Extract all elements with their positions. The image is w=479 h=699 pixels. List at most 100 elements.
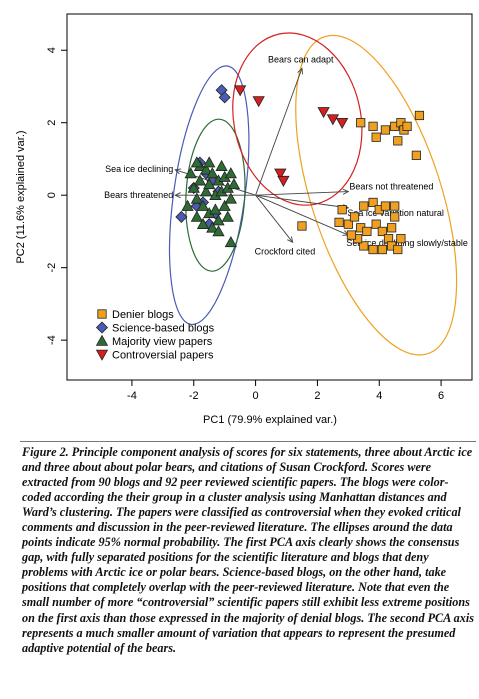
denier-blogs-point <box>380 125 391 135</box>
legend-label: Majority view papers <box>112 336 213 348</box>
majority-view-papers-point <box>181 199 194 211</box>
loading-arrow <box>255 194 349 209</box>
denier-blogs-point <box>377 244 387 255</box>
x-tick-label: -2 <box>189 390 199 402</box>
loading-arrow <box>255 68 303 196</box>
majority-view-papers-point <box>224 236 237 248</box>
y-tick-label: 2 <box>46 120 58 126</box>
denier-blogs-point <box>377 226 387 237</box>
controversial-papers-point <box>336 117 349 129</box>
denier-blogs-point <box>390 201 400 211</box>
ellipse-denier-blogs <box>295 34 458 356</box>
majority-view-papers-point <box>215 159 228 171</box>
denier-blogs-point <box>402 121 412 131</box>
loading-arrow <box>255 194 349 236</box>
data-points <box>175 84 425 255</box>
majority-view-papers-point <box>199 185 213 197</box>
denier-blogs-point <box>387 223 397 233</box>
arrow-head <box>174 168 182 175</box>
legend-marker <box>97 309 107 319</box>
pca-figure: Bears can adapt Sea ice declining Bears th… <box>15 13 473 426</box>
arrow-label: Bears threatened <box>104 190 173 200</box>
controversial-papers-point <box>274 168 287 180</box>
controversial-papers-point <box>233 85 247 97</box>
arrow-label: Bears not threatened <box>349 182 433 192</box>
legend-label: Science-based blogs <box>112 323 215 335</box>
ellipse-majority-view-papers <box>185 118 246 272</box>
loading-arrow <box>255 191 349 196</box>
arrow-head <box>297 67 304 75</box>
science-based-blogs-point <box>218 91 231 104</box>
legend-label: Controversial papers <box>112 350 214 362</box>
majority-view-papers-point <box>184 167 197 179</box>
x-tick-label: 4 <box>376 390 382 402</box>
majority-view-papers-point <box>212 214 225 226</box>
majority-view-papers-point <box>199 163 213 175</box>
denier-blogs-point <box>390 212 400 222</box>
majority-view-papers-point <box>206 167 219 179</box>
denier-blogs-point <box>393 136 403 146</box>
y-tick-label: 0 <box>46 192 58 198</box>
loading-arrow <box>255 194 294 243</box>
controversial-papers-point <box>317 107 330 119</box>
majority-view-papers-point <box>190 156 203 168</box>
majority-view-papers-point <box>203 178 216 190</box>
arrow-label: Crockford cited <box>255 246 316 256</box>
majority-view-papers-point <box>224 192 237 204</box>
majority-view-papers-point <box>209 203 222 215</box>
denier-blogs-point <box>297 221 307 231</box>
denier-blogs-point <box>414 110 425 121</box>
caption-divider <box>20 441 476 442</box>
x-tick-label: 2 <box>314 390 320 402</box>
y-tick-label: -2 <box>46 263 58 273</box>
majority-view-papers-point <box>193 174 207 186</box>
majority-view-papers-point <box>227 178 241 190</box>
majority-view-papers-point <box>224 167 237 179</box>
denier-blogs-point <box>362 226 372 237</box>
arrow-label: Sea ice declining slowly/stable <box>346 238 468 248</box>
denier-blogs-point <box>393 244 403 255</box>
denier-blogs-point <box>359 241 369 251</box>
arrow-label: Sea ice declining <box>105 164 173 174</box>
legend-marker <box>95 321 109 334</box>
legend-label: Denier blogs <box>112 309 174 321</box>
denier-blogs-point <box>368 244 378 255</box>
legend-marker <box>95 334 109 346</box>
figure-caption: Figure 2. Principle component analysis o… <box>22 445 474 655</box>
arrow-head <box>287 236 294 244</box>
arrow-head <box>174 192 181 199</box>
denier-blogs-point <box>368 121 378 131</box>
denier-blogs-point <box>380 201 391 211</box>
confidence-ellipses <box>169 32 458 356</box>
denier-blogs-point <box>349 212 360 222</box>
denier-blogs-point <box>337 205 347 215</box>
majority-view-papers-point <box>190 210 203 222</box>
x-tick-label: 6 <box>438 390 444 402</box>
majority-view-papers-point <box>203 156 216 168</box>
majority-view-papers-point <box>221 210 234 222</box>
y-axis-label: PC2 (11.6% explained var.) <box>15 130 27 263</box>
majority-view-papers-point <box>190 192 203 204</box>
controversial-papers-point <box>326 114 340 126</box>
arrow-label: Bears can adapt <box>268 54 334 64</box>
denier-blogs-point <box>334 217 344 227</box>
x-tick-label: -4 <box>127 390 137 402</box>
x-tick-label: 0 <box>253 390 259 402</box>
denier-blogs-point <box>371 219 381 229</box>
denier-blogs-point <box>368 197 378 208</box>
legend-marker <box>95 349 109 361</box>
arrow-head <box>342 188 350 195</box>
majority-view-papers-point <box>187 181 200 193</box>
denier-blogs-point <box>343 219 353 229</box>
denier-blogs-point <box>371 132 381 142</box>
controversial-papers-point <box>252 96 265 108</box>
y-tick-label: 4 <box>46 47 58 53</box>
majority-view-papers-point <box>196 217 210 229</box>
axes: -4 -2 0 2 4 6 -4 -2 0 2 4 <box>46 47 444 402</box>
x-axis-label: PC1 (79.9% explained var.) <box>203 414 337 426</box>
plot-frame <box>66 13 473 381</box>
controversial-papers-point <box>277 175 290 187</box>
denier-blogs-point <box>346 230 357 240</box>
legend: Denier blogs Science-based blogsMajority … <box>95 309 215 362</box>
ellipse-controversial-papers <box>232 32 363 206</box>
